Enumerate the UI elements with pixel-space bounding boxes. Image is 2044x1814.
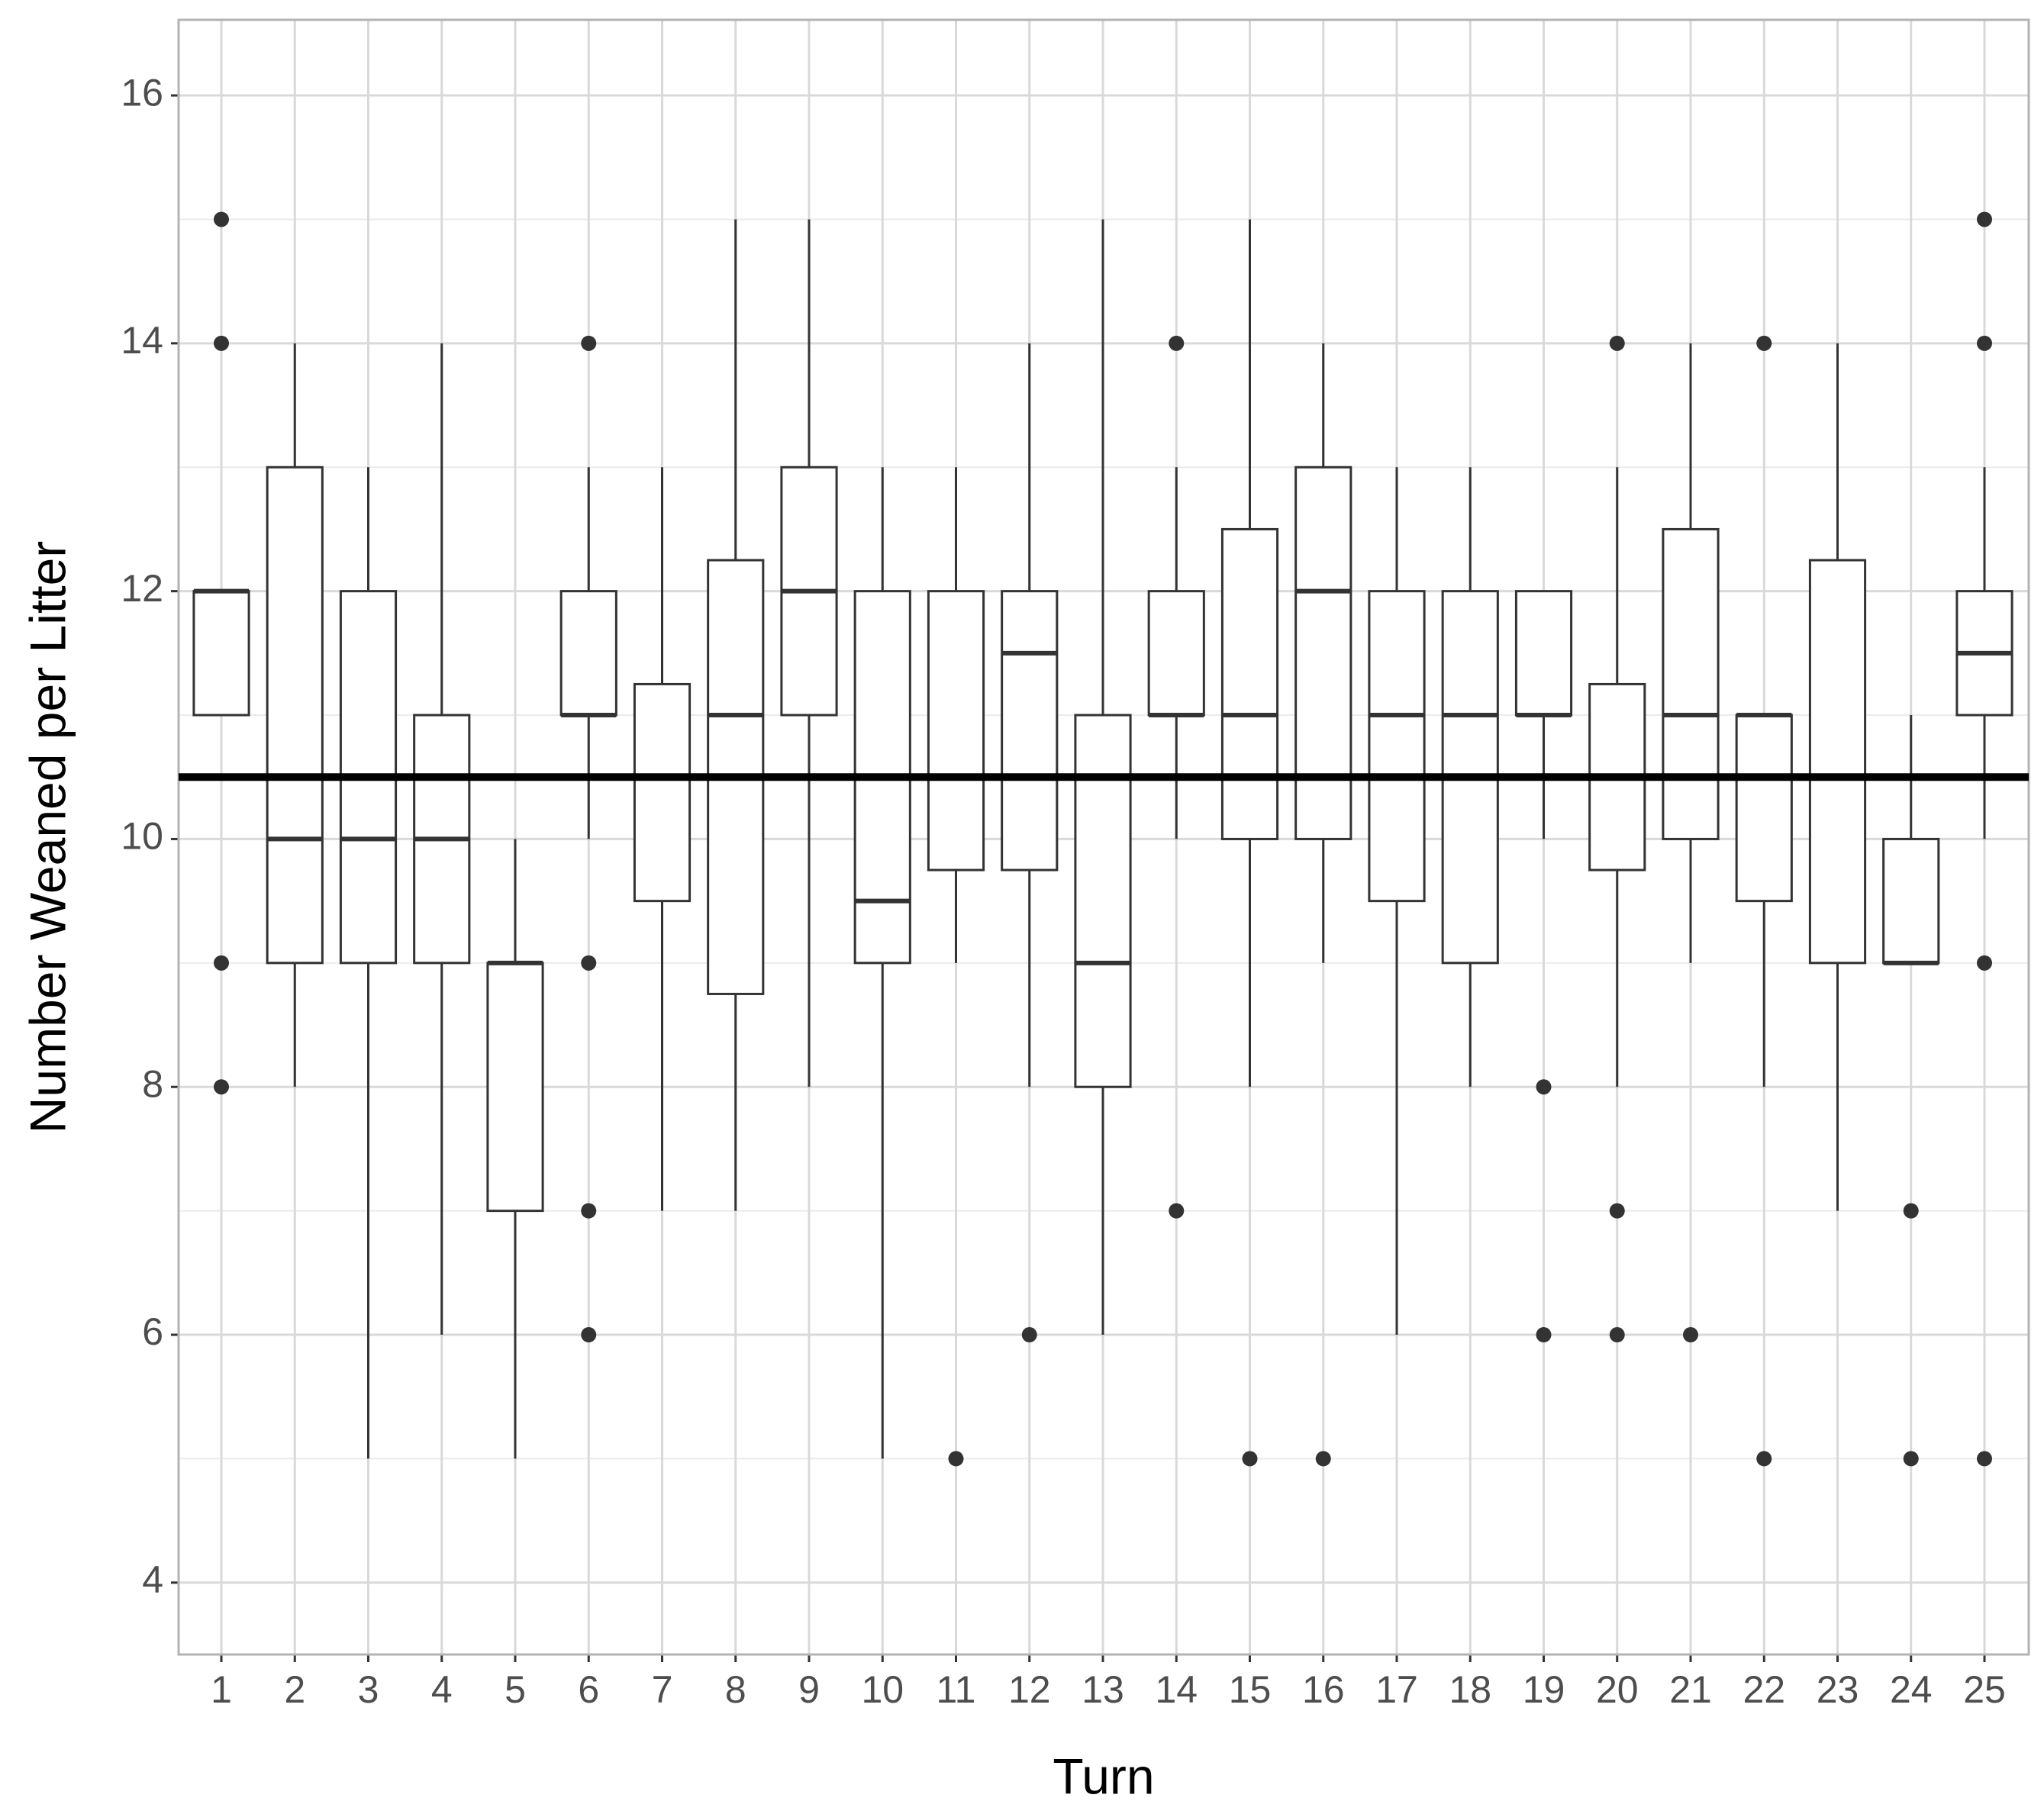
outlier	[1977, 335, 1992, 351]
box	[1294, 466, 1352, 840]
box	[1735, 714, 1793, 903]
x-tick-label: 16	[1302, 1668, 1345, 1711]
outlier	[1169, 1203, 1185, 1219]
x-tick-label: 2	[284, 1668, 305, 1711]
outlier	[1977, 1451, 1992, 1467]
outlier	[1903, 1451, 1919, 1467]
outlier	[1903, 1203, 1919, 1219]
box	[1001, 590, 1059, 872]
outlier	[581, 955, 597, 971]
outlier	[1169, 335, 1185, 351]
box	[1220, 527, 1279, 840]
outlier	[1536, 1327, 1552, 1343]
x-tick-label: 5	[505, 1668, 526, 1711]
outlier	[1977, 955, 1992, 971]
x-tick-label: 9	[798, 1668, 820, 1711]
x-tick-label: 8	[725, 1668, 746, 1711]
outlier	[1315, 1451, 1331, 1467]
outlier	[1756, 335, 1772, 351]
x-axis-title: Turn	[1053, 1748, 1154, 1804]
outlier	[948, 1451, 964, 1467]
y-tick-label: 4	[142, 1558, 163, 1601]
box	[1514, 590, 1573, 717]
x-tick-label: 10	[861, 1668, 904, 1711]
box	[633, 682, 692, 903]
outlier	[581, 1327, 597, 1343]
x-tick-label: 14	[1155, 1668, 1198, 1711]
y-tick-label: 12	[121, 567, 163, 610]
outlier	[581, 1203, 597, 1219]
outlier	[1021, 1327, 1037, 1343]
x-tick-label: 15	[1229, 1668, 1272, 1711]
outlier	[1977, 211, 1992, 227]
outlier	[1609, 1203, 1625, 1219]
x-tick-label: 20	[1596, 1668, 1639, 1711]
box	[1808, 559, 1867, 965]
box	[266, 466, 324, 965]
outlier	[214, 955, 229, 971]
x-tick-label: 1	[211, 1668, 232, 1711]
x-tick-label: 6	[578, 1668, 599, 1711]
box	[1368, 590, 1426, 903]
x-tick-label: 3	[358, 1668, 379, 1711]
x-tick-label: 17	[1375, 1668, 1418, 1711]
outlier	[214, 211, 229, 227]
outlier	[1536, 1079, 1552, 1095]
box	[559, 590, 617, 717]
box	[1147, 590, 1205, 717]
box	[927, 590, 985, 872]
box	[1662, 527, 1720, 840]
outlier	[214, 335, 229, 351]
y-tick-label: 6	[142, 1310, 163, 1353]
x-tick-label: 21	[1669, 1668, 1712, 1711]
y-tick-label: 10	[121, 815, 163, 858]
box	[1074, 714, 1132, 1088]
box	[192, 590, 250, 717]
x-tick-label: 24	[1890, 1668, 1933, 1711]
outlier	[1609, 1327, 1625, 1343]
outlier	[1242, 1451, 1258, 1467]
outlier	[581, 335, 597, 351]
y-tick-label: 14	[121, 319, 163, 362]
outlier	[1683, 1327, 1698, 1343]
x-tick-label: 23	[1817, 1668, 1859, 1711]
outlier	[1609, 335, 1625, 351]
x-tick-label: 11	[937, 1668, 976, 1711]
y-axis-title: Number Weaned per Litter	[19, 541, 76, 1134]
box	[486, 962, 544, 1213]
x-tick-label: 18	[1449, 1668, 1491, 1711]
x-tick-label: 13	[1082, 1668, 1124, 1711]
x-tick-label: 7	[652, 1668, 673, 1711]
x-tick-label: 12	[1008, 1668, 1051, 1711]
box	[1882, 837, 1940, 965]
x-tick-label: 4	[431, 1668, 453, 1711]
x-tick-label: 25	[1963, 1668, 2006, 1711]
x-tick-label: 22	[1743, 1668, 1785, 1711]
plot-border	[177, 18, 2030, 1656]
y-tick-label: 8	[142, 1062, 163, 1105]
y-tick-label: 16	[121, 71, 163, 114]
x-tick-label: 19	[1523, 1668, 1565, 1711]
outlier	[1756, 1451, 1772, 1467]
outlier	[214, 1079, 229, 1095]
